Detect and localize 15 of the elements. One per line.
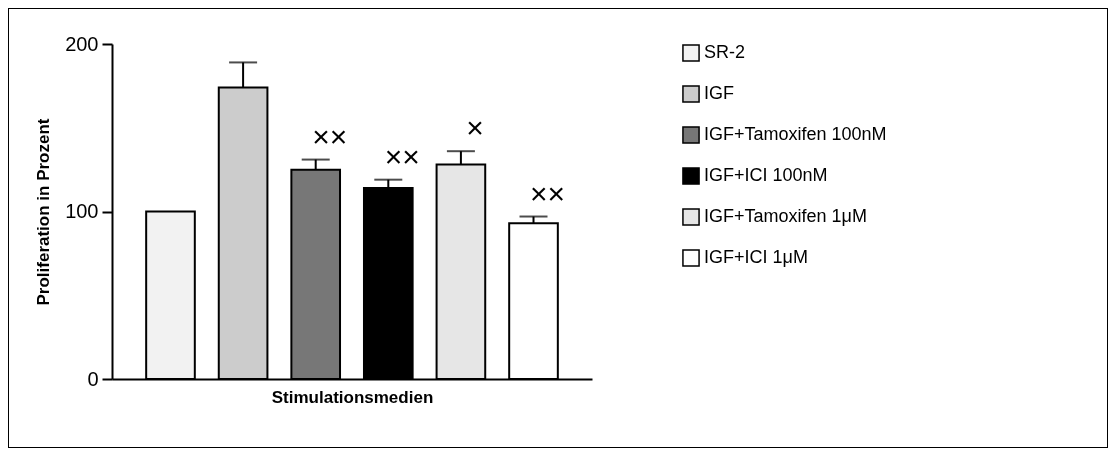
x-axis-title: Stimulationsmedien	[271, 387, 434, 407]
annotation: ××	[384, 139, 420, 173]
annotation: ×	[466, 111, 484, 145]
legend-label: IGF+Tamoxifen 1μM	[704, 206, 867, 226]
legend-label: IGF+ICI 1μM	[704, 247, 808, 267]
annotation: ××	[529, 176, 566, 210]
y-tick-label: 100	[65, 200, 99, 222]
legend-label: IGF+Tamoxifen 100nM	[704, 124, 887, 144]
legend-label: SR-2	[704, 42, 746, 62]
legend-label: IGF+ICI 100nM	[704, 165, 828, 185]
annotation: ××	[312, 119, 348, 153]
y-tick-label: 0	[87, 367, 99, 390]
legend-label: IGF	[704, 83, 734, 103]
y-tick-label: 200	[65, 32, 99, 55]
y-axis-title: Proliferation in Prozent	[34, 118, 54, 306]
